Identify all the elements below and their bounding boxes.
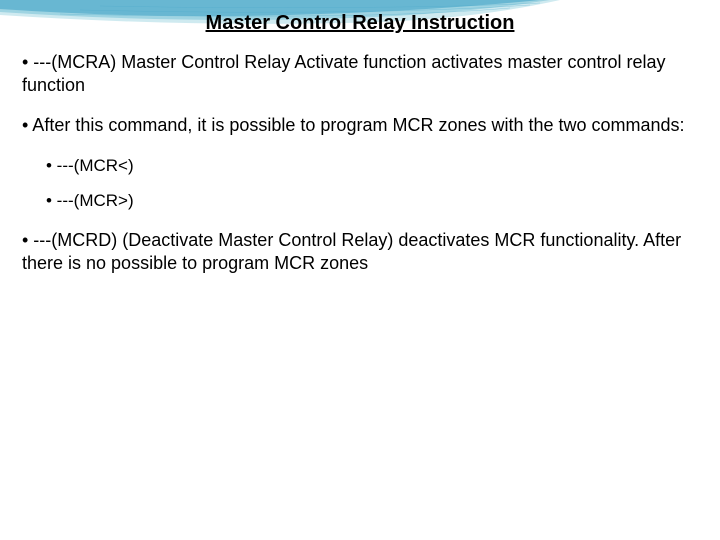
sub-bullet-mcr-close: • ---(MCR>): [22, 190, 698, 211]
slide-content: • ---(MCRA) Master Control Relay Activat…: [0, 35, 720, 274]
bullet-mcra: • ---(MCRA) Master Control Relay Activat…: [22, 51, 698, 96]
bullet-mcrd: • ---(MCRD) (Deactivate Master Control R…: [22, 229, 698, 274]
slide-title: Master Control Relay Instruction: [0, 0, 720, 35]
sub-bullet-mcr-open: • ---(MCR<): [22, 155, 698, 176]
bullet-after-command: • After this command, it is possible to …: [22, 114, 698, 137]
